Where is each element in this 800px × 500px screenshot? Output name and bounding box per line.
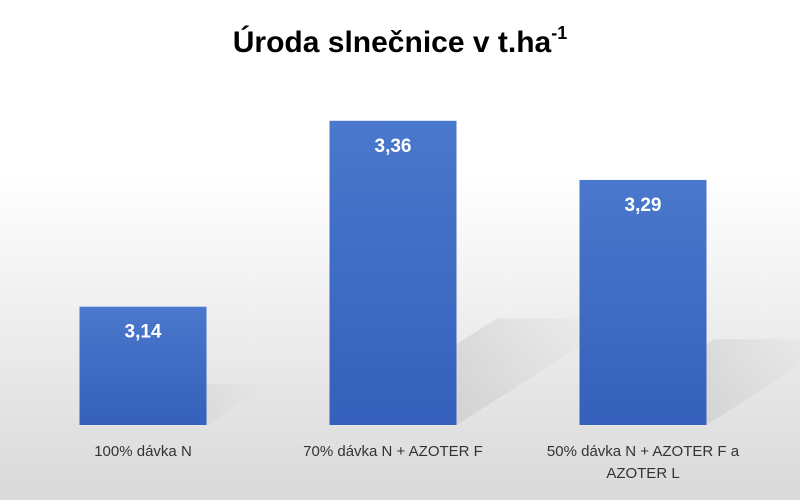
value-label: 3,14 — [125, 322, 162, 343]
x-tick-label: 50% dávka N + AZOTER F a AZOTER L — [546, 443, 740, 482]
title-superscript: -1 — [551, 23, 567, 43]
chart-title: Úroda slnečnice v t.ha-1 — [233, 23, 567, 59]
x-tick-label: 70% dávka N + AZOTER F — [303, 443, 483, 460]
bar — [579, 179, 707, 425]
title-main: Úroda slnečnice v t.ha — [233, 25, 552, 59]
x-tick-label: 100% dávka N — [94, 443, 192, 460]
value-label: 3,36 — [375, 136, 412, 157]
bar — [79, 306, 207, 425]
value-label: 3,29 — [625, 195, 662, 216]
bar — [329, 120, 457, 426]
